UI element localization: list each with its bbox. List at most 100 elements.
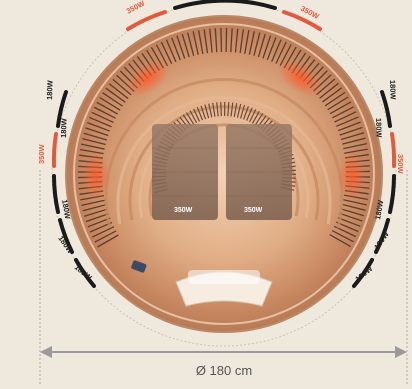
label-right-upper: 180W xyxy=(388,80,398,101)
top-left-heater-arc xyxy=(126,10,167,31)
slat xyxy=(334,111,357,123)
slat xyxy=(171,37,181,61)
slat xyxy=(343,143,367,150)
slat xyxy=(204,104,210,119)
right-bottom-heater-arc xyxy=(352,258,374,288)
slat xyxy=(244,30,250,54)
slat xyxy=(91,111,114,124)
top-heater-arc xyxy=(173,0,277,10)
slat xyxy=(319,82,339,99)
slat xyxy=(227,102,230,117)
label-top-left: 350W xyxy=(125,0,147,16)
left-lower-heater-arc-2 xyxy=(58,218,74,254)
slat xyxy=(196,106,204,121)
slat xyxy=(236,103,242,118)
slat xyxy=(82,138,106,146)
dimension-arrow-left xyxy=(40,346,52,358)
slat xyxy=(339,126,363,136)
slat xyxy=(246,107,253,121)
left-lower-heater-arc-1 xyxy=(52,174,60,214)
slat xyxy=(254,113,264,126)
slat xyxy=(92,226,115,238)
slat xyxy=(331,229,354,243)
label-left-upper: 180W xyxy=(45,79,55,100)
dimension-arrow-right xyxy=(395,346,407,358)
slat xyxy=(220,28,223,53)
slat xyxy=(266,37,277,61)
slat xyxy=(87,217,111,228)
slat xyxy=(83,132,108,141)
label-left-mid: 180W xyxy=(59,117,69,138)
label-right-lower-1: 180W xyxy=(373,199,385,221)
slat xyxy=(160,41,173,65)
slat xyxy=(340,132,365,141)
slat xyxy=(85,213,109,223)
slat xyxy=(81,199,105,206)
slat xyxy=(220,102,222,117)
dimension-annotation: Ø 180 cm xyxy=(39,170,408,386)
sauna-rim xyxy=(73,23,375,325)
label-left-center: 350W xyxy=(37,143,46,164)
slat xyxy=(189,110,198,124)
slat xyxy=(332,106,354,119)
right-lower-heater-arc-2 xyxy=(374,218,390,254)
slat xyxy=(84,208,108,217)
slat xyxy=(89,116,112,128)
heater-arcs xyxy=(51,0,397,288)
slat xyxy=(93,106,116,119)
slat xyxy=(243,106,249,120)
heater-glows xyxy=(82,59,366,200)
slat xyxy=(96,101,119,115)
slat xyxy=(342,137,366,145)
slat xyxy=(249,109,257,123)
slat xyxy=(212,102,216,117)
right-center-heater-arc xyxy=(390,132,397,168)
step-highlight xyxy=(188,270,260,284)
slat xyxy=(203,29,209,54)
slat xyxy=(216,102,219,117)
slat xyxy=(344,148,368,154)
label-left-lower-1: 180W xyxy=(60,199,72,221)
label-right-mid: 180W xyxy=(374,118,384,139)
slat xyxy=(239,29,244,54)
slat xyxy=(324,91,346,107)
slat xyxy=(234,28,239,53)
slat xyxy=(108,83,129,100)
slat xyxy=(181,33,190,58)
slat xyxy=(342,203,366,211)
slat xyxy=(337,121,361,132)
slat xyxy=(248,31,255,55)
top-right-heater-arc xyxy=(282,10,322,31)
label-right-center: 350W xyxy=(396,154,405,175)
slat xyxy=(327,96,349,111)
outer-dashed-circle xyxy=(51,1,397,347)
panel-grid xyxy=(152,147,292,197)
slat xyxy=(333,225,357,238)
right-lower-heater-arc-1 xyxy=(388,174,396,214)
slat xyxy=(230,102,234,117)
slat xyxy=(80,143,105,150)
slat xyxy=(343,199,367,206)
control-panel xyxy=(131,260,147,273)
slat xyxy=(214,28,218,53)
slat xyxy=(193,108,201,122)
slat xyxy=(329,101,352,115)
slat xyxy=(339,212,363,222)
slat xyxy=(257,33,266,58)
slat xyxy=(337,217,361,227)
left-bottom-heater-arc xyxy=(74,258,96,288)
slat xyxy=(165,39,177,63)
right-upper-heater-arc xyxy=(380,90,392,128)
slat xyxy=(239,104,246,119)
slat xyxy=(85,127,109,137)
slat xyxy=(185,112,195,125)
slat xyxy=(187,32,195,56)
dimension-label: Ø 180 cm xyxy=(196,363,252,378)
slat xyxy=(208,103,213,118)
slat xyxy=(271,39,282,62)
slat xyxy=(102,92,123,107)
slat xyxy=(209,28,213,53)
slat xyxy=(198,30,204,54)
